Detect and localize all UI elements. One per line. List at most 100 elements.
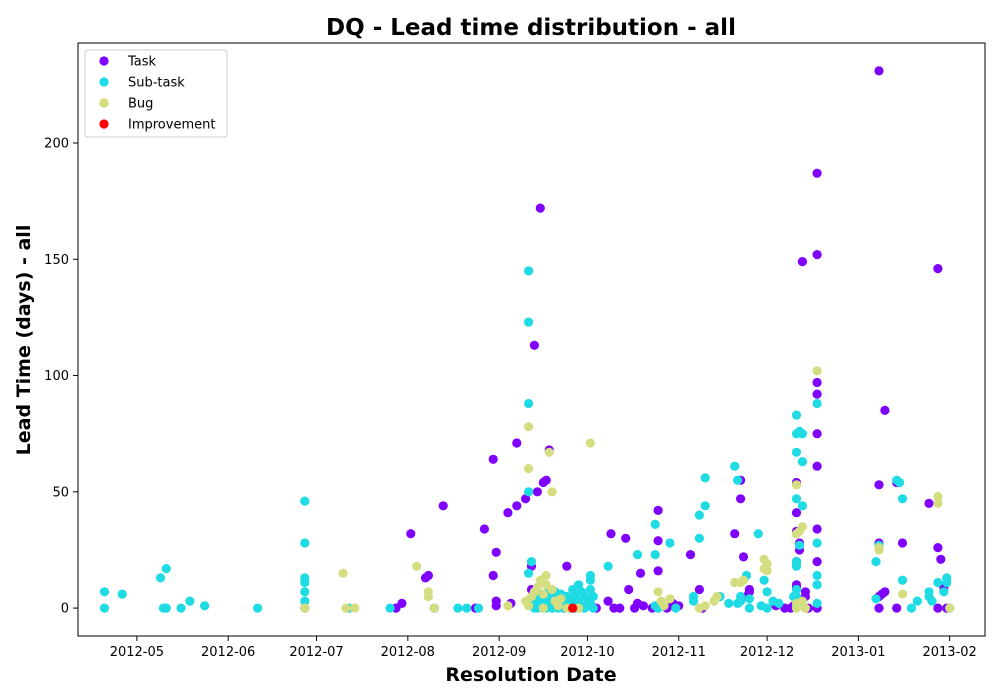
data-point <box>812 377 822 388</box>
data-point <box>812 429 822 439</box>
data-point <box>541 570 551 581</box>
data-point <box>812 250 822 260</box>
data-point <box>753 529 763 539</box>
x-tick-label: 2012-05 <box>110 645 164 660</box>
data-point <box>685 550 696 560</box>
data-point <box>99 603 110 613</box>
data-point <box>341 603 351 613</box>
data-point <box>812 538 822 548</box>
data-point <box>397 598 407 609</box>
data-point <box>632 550 643 560</box>
x-tick-label: 2012-08 <box>381 645 435 660</box>
data-point <box>812 524 822 534</box>
data-point <box>524 487 534 497</box>
data-point <box>473 603 484 613</box>
data-point <box>665 538 675 548</box>
data-point <box>797 501 808 511</box>
data-point <box>927 596 937 606</box>
data-point <box>933 577 943 588</box>
data-point <box>503 508 513 518</box>
data-point <box>744 587 755 597</box>
data-point <box>624 584 634 595</box>
data-point <box>912 596 922 606</box>
data-point <box>936 554 946 564</box>
data-point <box>300 587 310 597</box>
data-point <box>621 533 631 543</box>
data-point <box>503 601 513 611</box>
legend-label: Improvement <box>128 118 215 133</box>
data-point <box>791 494 802 504</box>
series-sub-task <box>99 266 955 613</box>
data-point <box>797 596 808 606</box>
y-tick-label: 50 <box>52 485 69 500</box>
data-point <box>897 538 908 548</box>
y-axis-ticks: 0 50 100 150 200 <box>44 136 78 617</box>
legend-box <box>84 49 228 138</box>
data-point <box>694 533 705 543</box>
data-point <box>762 566 772 576</box>
y-tick-label: 200 <box>44 136 69 151</box>
data-point <box>635 568 646 578</box>
data-point <box>521 494 531 504</box>
data-point <box>544 447 554 457</box>
data-point <box>603 596 613 606</box>
data-point <box>588 603 598 613</box>
data-point <box>800 603 811 613</box>
x-tick-label: 2012-10 <box>560 645 614 660</box>
data-point <box>812 461 822 471</box>
legend: Task Sub-task Bug Improvement <box>84 49 228 138</box>
data-point <box>161 564 171 574</box>
data-point <box>512 438 522 448</box>
data-point <box>585 438 596 448</box>
data-point <box>526 557 537 567</box>
data-point <box>488 570 498 581</box>
data-point <box>176 603 186 613</box>
data-point <box>897 494 908 504</box>
data-point <box>812 580 822 590</box>
x-tick-label: 2012-12 <box>740 645 794 660</box>
data-point <box>730 529 740 539</box>
data-point <box>650 550 660 560</box>
legend-label: Sub-task <box>128 76 185 91</box>
data-point <box>650 519 660 530</box>
data-point <box>453 603 463 613</box>
data-point <box>871 594 881 604</box>
data-point <box>892 603 902 613</box>
data-point <box>797 457 808 467</box>
data-point <box>300 496 310 506</box>
data-point <box>945 603 955 613</box>
legend-marker <box>99 77 109 87</box>
data-point <box>385 603 395 613</box>
data-point <box>547 584 557 595</box>
data-point <box>924 498 934 508</box>
data-point <box>524 266 534 276</box>
data-point <box>300 577 310 588</box>
data-point <box>406 529 416 539</box>
series-improvement <box>568 603 578 613</box>
data-point <box>155 573 166 583</box>
data-point <box>812 570 822 581</box>
data-point <box>659 601 669 611</box>
data-point <box>423 591 433 602</box>
data-point <box>615 603 625 613</box>
data-point <box>524 422 534 432</box>
data-point <box>874 545 884 555</box>
data-point <box>759 575 769 585</box>
data-point <box>423 570 433 581</box>
data-point <box>529 340 540 350</box>
data-point <box>665 594 675 604</box>
data-point <box>942 573 952 583</box>
data-point <box>588 591 598 602</box>
series-task <box>300 66 952 613</box>
data-point <box>797 522 808 532</box>
data-point <box>880 587 890 597</box>
data-point <box>906 603 917 613</box>
legend-label: Bug <box>128 97 153 112</box>
data-point <box>874 66 884 76</box>
data-point <box>350 603 360 613</box>
data-point <box>338 568 348 578</box>
data-point <box>933 498 943 508</box>
data-point <box>797 257 808 267</box>
